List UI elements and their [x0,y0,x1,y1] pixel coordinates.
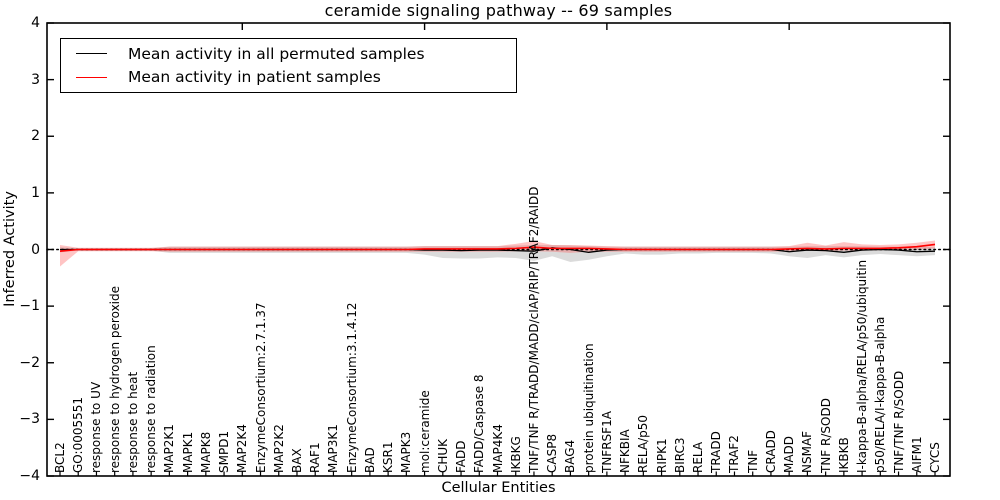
y-tick-label: 0 [31,241,40,258]
x-tick-label: response to radiation [144,345,159,473]
x-tick-label: BAG4 [563,439,578,473]
patient-band [60,240,935,267]
x-tick-label: protein ubiquitination [581,343,596,473]
legend-label-patient: Mean activity in patient samples [128,68,381,87]
x-tick-label: KSR1 [381,441,396,473]
x-tick-label: CASP8 [545,433,560,473]
x-tick-label: I-kappa-B-alpha/RELA/p50/ubiquitin [855,259,870,473]
x-tick-label: response to heat [125,371,140,473]
x-tick-label: RIPK1 [654,438,669,473]
x-tick-label: NFKBIA [618,429,633,473]
patient-mean-line [59,243,936,252]
x-tick-label: MADD [782,435,797,473]
x-tick-label: MAPK8 [198,431,213,473]
x-tick-label: TNFRSF1A [599,411,614,473]
x-tick-label: NSMAF [800,430,815,473]
y-tick-label: 2 [31,128,40,145]
x-tick-label: mol:ceramide [417,390,432,473]
y-tick-label: 4 [31,15,40,31]
x-tick-label: GO:0005551 [71,396,86,473]
x-tick-label: SMPD1 [217,430,232,473]
legend-entry-patient: Mean activity in patient samples [61,68,516,86]
x-tick-label: CYCS [928,442,942,473]
x-tick-label: TNF/TNF R/TRADD/MADD/cIAP/RIP/TRAF2/RAID… [526,186,541,474]
x-axis-label: Cellular Entities [441,480,556,496]
x-tick-label: RAF1 [308,442,323,473]
y-tick-label: −4 [19,468,40,484]
chart-title: ceramide signaling pathway -- 69 samples [324,1,673,20]
y-tick-label: −1 [19,298,40,315]
x-tick-label: BAD [362,447,377,473]
x-tick-label: EnzymeConsortium:2.7.1.37 [253,302,268,473]
y-tick-label: −2 [19,354,40,371]
x-tick-label: TNF/TNF R/SODD [891,370,906,473]
x-tick-label: MAP2K4 [235,424,250,473]
x-tick-label: IKBKG [508,436,523,473]
x-tick-label: BIRC3 [672,437,687,473]
x-tick-label: RELA [691,441,706,473]
legend-label-permuted: Mean activity in all permuted samples [128,44,425,63]
y-tick-label: 1 [31,184,40,201]
x-tick-label: MAP3K1 [326,424,341,473]
x-tick-label: MAPK1 [180,431,195,473]
x-tick-label: TNF [745,449,760,473]
x-tick-label: EnzymeConsortium:3.1.4.12 [344,302,359,473]
x-tick-label: FADD/Caspase 8 [472,374,487,473]
y-tick-label: 3 [31,71,40,88]
x-tick-label: TNF R/SODD [818,398,833,473]
x-tick-label: response to hydrogen peroxide [107,285,122,473]
x-tick-label: MAP2K1 [162,424,177,473]
x-tick-label: MAP4K4 [490,424,505,473]
x-tick-label: IKBKB [836,437,851,473]
patient-line-swatch [76,76,107,78]
permuted-line-swatch [76,53,107,55]
x-tick-label: AIFM1 [909,436,924,473]
x-tick-label: CHUK [435,438,450,473]
x-tick-label: BAX [289,448,304,473]
legend: Mean activity in all permuted samples Me… [60,38,517,93]
x-tick-label: TRADD [709,431,724,473]
x-tick-label: TRAF2 [727,435,742,473]
x-tick-label: response to UV [89,381,104,473]
x-tick-label: p50/RELA/I-kappa-B-alpha [873,316,888,473]
x-tick-label: MAP2K2 [271,424,286,473]
y-tick-label: −3 [19,411,40,428]
legend-entry-permuted: Mean activity in all permuted samples [61,45,516,63]
x-tick-label: CRADD [763,430,778,473]
x-tick-label: MAPK3 [399,431,414,473]
x-tick-label: FADD [454,440,469,474]
x-tick-label: RELA/p50 [636,414,651,473]
x-tick-label: BCL2 [53,442,67,473]
